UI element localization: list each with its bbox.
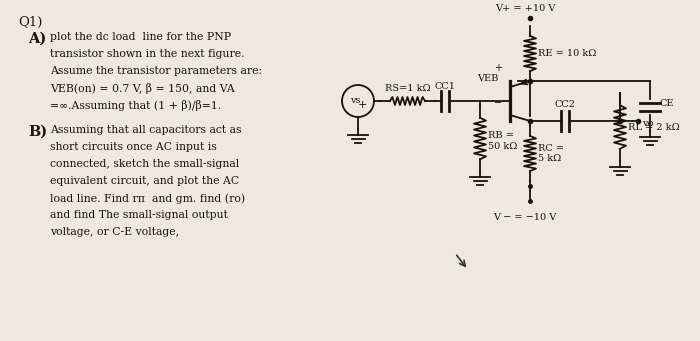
- Text: V+ = +10 V: V+ = +10 V: [495, 4, 555, 13]
- Text: VEB(on) = 0.7 V, β = 150, and VA: VEB(on) = 0.7 V, β = 150, and VA: [50, 83, 234, 94]
- Text: short circuits once AC input is: short circuits once AC input is: [50, 142, 217, 152]
- Text: RC =
5 kΩ: RC = 5 kΩ: [538, 144, 564, 163]
- Text: +: +: [494, 63, 502, 73]
- Text: =∞.Assuming that (1 + β)/β=1.: =∞.Assuming that (1 + β)/β=1.: [50, 100, 221, 111]
- Text: connected, sketch the small-signal: connected, sketch the small-signal: [50, 159, 239, 169]
- Text: vs: vs: [350, 96, 360, 105]
- Text: vo: vo: [642, 119, 653, 128]
- Text: CE: CE: [660, 99, 675, 107]
- Text: Assume the transistor parameters are:: Assume the transistor parameters are:: [50, 66, 262, 76]
- Text: Q1): Q1): [18, 16, 43, 29]
- Text: +: +: [357, 100, 367, 110]
- Text: load line. Find rπ  and gm. find (ro): load line. Find rπ and gm. find (ro): [50, 193, 245, 204]
- Text: V − = −10 V: V − = −10 V: [494, 213, 556, 222]
- Text: transistor shown in the next figure.: transistor shown in the next figure.: [50, 49, 244, 59]
- Text: and find The small-signal output: and find The small-signal output: [50, 210, 228, 220]
- Text: B): B): [28, 125, 47, 139]
- Text: CC2: CC2: [554, 100, 575, 109]
- Text: CC1: CC1: [435, 82, 456, 91]
- Text: RE = 10 kΩ: RE = 10 kΩ: [538, 49, 596, 58]
- Text: Assuming that all capacitors act as: Assuming that all capacitors act as: [50, 125, 241, 135]
- Text: equivalent circuit, and plot the AC: equivalent circuit, and plot the AC: [50, 176, 239, 186]
- Text: −: −: [494, 98, 502, 108]
- Text: plot the dc load  line for the PNP: plot the dc load line for the PNP: [50, 32, 231, 42]
- Text: voltage, or C-E voltage,: voltage, or C-E voltage,: [50, 227, 179, 237]
- Text: A): A): [28, 32, 46, 46]
- Text: VEB: VEB: [477, 74, 498, 83]
- Text: RS=1 kΩ: RS=1 kΩ: [385, 84, 430, 93]
- Text: RB =
50 kΩ: RB = 50 kΩ: [488, 131, 517, 151]
- Text: RL = 2 kΩ: RL = 2 kΩ: [628, 122, 680, 132]
